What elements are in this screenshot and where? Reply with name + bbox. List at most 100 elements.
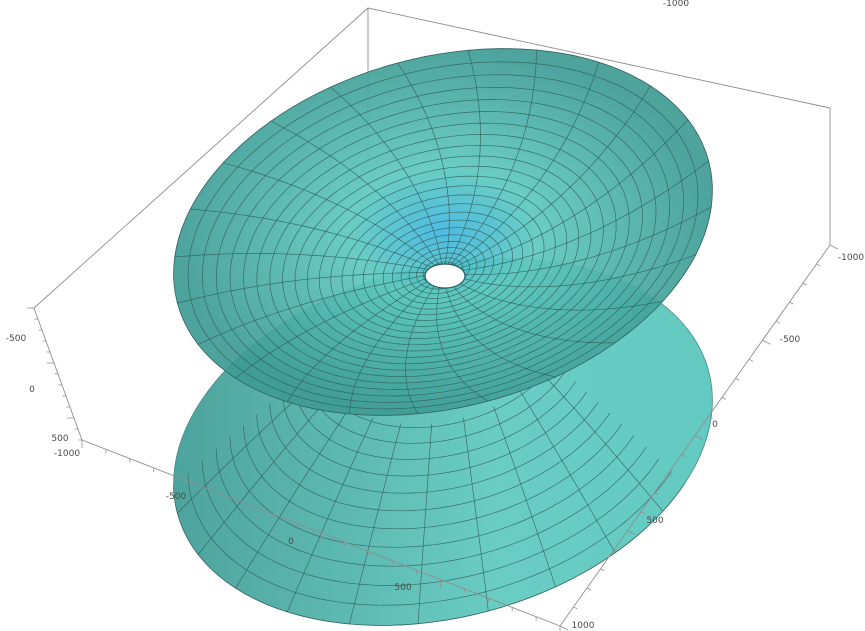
y-axis-tick: [681, 454, 686, 457]
upper-mesh-ring: [352, 203, 534, 327]
top-tick-label: -1000: [663, 0, 689, 9]
upper-mesh-ring: [318, 175, 568, 346]
lower-mesh-spoke: [235, 407, 350, 589]
upper-mesh-spoke: [452, 206, 712, 275]
y-axis-tick: [789, 301, 794, 305]
upper-mesh-ring: [243, 111, 643, 384]
lower-mesh-ring: [229, 435, 635, 548]
lower-mesh-spoke: [541, 372, 664, 512]
upper-mesh-spoke: [451, 61, 600, 267]
upper-mesh-spoke: [190, 208, 435, 269]
z-tick-label: 0: [29, 385, 35, 395]
upper-mesh-spoke: [270, 120, 440, 266]
y-axis-tick: [654, 492, 659, 496]
upper-mesh-spoke: [405, 278, 439, 414]
upper-mesh-spoke: [453, 160, 709, 272]
x-tick-label: 0: [288, 537, 294, 547]
upper-mesh-ring: [282, 144, 604, 365]
upper-mesh-spoke: [451, 254, 696, 288]
upper-mesh-spoke: [330, 86, 443, 265]
y-axis-tick: [735, 377, 740, 381]
y-axis-tick: [708, 416, 713, 419]
lower-mesh-ring: [256, 412, 611, 512]
upper-mesh-ring: [400, 241, 486, 299]
surface-upper-sheet: [173, 48, 713, 416]
upper-mesh-ring: [341, 194, 545, 333]
upper-mesh-spoke: [436, 279, 489, 402]
upper-mesh-spoke: [397, 62, 450, 265]
upper-mesh-spoke: [453, 119, 689, 270]
y-tick-label: 0: [712, 420, 718, 430]
y-axis-tick: [573, 606, 578, 610]
upper-mesh-spoke: [443, 278, 556, 378]
upper-mesh-spoke: [449, 276, 663, 311]
bounding-box-back: [33, 7, 831, 309]
upper-mesh-spoke: [449, 49, 537, 266]
y-axis-tick: [748, 358, 754, 362]
upper-mesh-ring: [294, 155, 592, 358]
lower-mesh-ring: [187, 470, 672, 606]
upper-mesh-ring: [201, 74, 685, 403]
upper-mesh-ring: [363, 211, 523, 321]
y-axis-tick: [640, 511, 646, 515]
lower-mesh-spoke: [463, 417, 489, 612]
lower-mesh-spoke: [286, 417, 374, 613]
y-axis-tick: [600, 568, 605, 572]
lower-mesh-spoke: [349, 423, 402, 625]
upper-mesh-ring: [229, 99, 657, 390]
upper-mesh-ring: [408, 247, 478, 294]
x-tick-label: -1000: [54, 449, 80, 459]
upper-mesh-spoke: [223, 162, 437, 268]
upper-mesh-spoke: [286, 277, 435, 403]
upper-mesh-spoke: [349, 278, 437, 415]
lower-mesh-spoke: [520, 391, 616, 553]
lower-mesh-spoke: [493, 406, 556, 588]
upper-mesh-ring: [215, 86, 671, 397]
lower-mesh-ring: [282, 391, 588, 477]
y-axis-tick: [829, 244, 839, 250]
y-tick-label: -1000: [838, 253, 864, 263]
y-axis-tick: [613, 549, 619, 553]
y-axis-tick: [667, 473, 673, 476]
upper-mesh-ring: [392, 234, 494, 305]
upper-mesh-ring: [306, 165, 580, 352]
y-axis-tick: [816, 263, 821, 267]
upper-mesh-ring: [187, 61, 699, 410]
lower-mesh-ring: [215, 446, 647, 567]
upper-mesh-ring: [256, 122, 630, 377]
y-axis-tick: [586, 587, 592, 591]
lower-mesh-ring: [243, 423, 623, 530]
z-tick-label: -500: [6, 334, 27, 344]
x-tick-label: 500: [394, 583, 411, 593]
upper-mesh-spoke: [177, 271, 433, 304]
throat-hole: [424, 263, 466, 289]
y-axis-tick: [775, 320, 781, 324]
box-edge-top-back: [367, 7, 831, 109]
y-axis-tick: [559, 625, 569, 631]
upper-mesh-spoke: [174, 253, 434, 271]
y-tick-label: 500: [646, 516, 663, 526]
upper-mesh-spoke: [235, 275, 433, 379]
y-tick-label: 1000: [572, 621, 595, 631]
lower-mesh-ring: [294, 381, 576, 460]
y-axis-tick: [694, 435, 704, 440]
box-edge-top-left: [33, 7, 369, 309]
lower-mesh-spoke: [197, 392, 334, 555]
y-tick-label: -500: [780, 335, 801, 345]
lower-mesh-ring: [201, 458, 660, 586]
z-tick-label: 500: [51, 434, 68, 444]
upper-mesh-ring: [382, 227, 504, 310]
lower-mesh-ring: [269, 401, 599, 494]
upper-mesh-spoke: [197, 273, 433, 345]
upper-mesh-spoke: [447, 50, 481, 265]
upper-mesh-spoke: [446, 277, 616, 344]
axis-ticks: [27, 244, 839, 631]
lower-mesh-spoke: [417, 423, 433, 624]
y-axis-tick: [721, 397, 727, 400]
x-tick-label: -500: [166, 492, 187, 502]
upper-mesh-spoke: [453, 85, 651, 269]
y-axis-tick: [762, 339, 771, 345]
y-axis-tick: [627, 530, 636, 536]
upper-mesh-ring: [269, 134, 617, 371]
